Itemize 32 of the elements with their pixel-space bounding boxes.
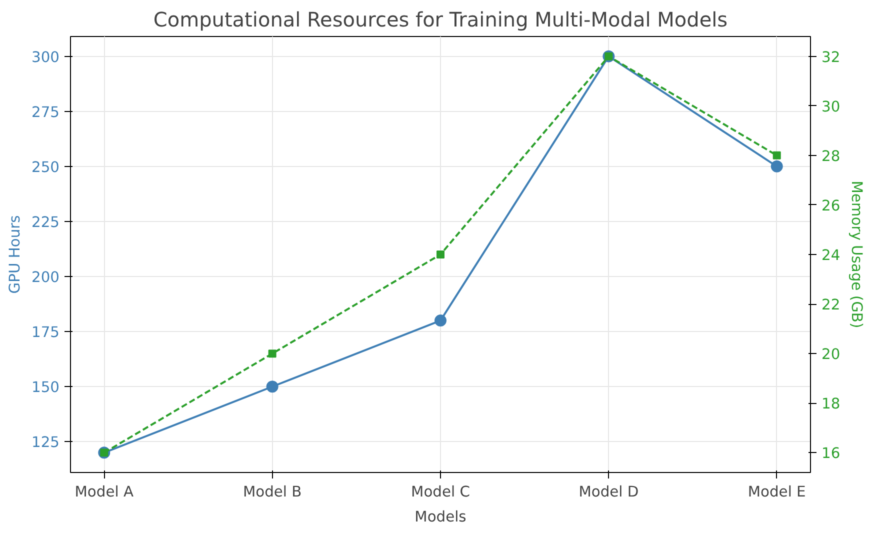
y-tick-label: 225 [32,214,60,231]
y-tick-label: 250 [32,158,60,176]
y-tick-label: 200 [32,269,60,286]
y2-tick-label: 16 [822,445,840,462]
x-axis-title: Models [414,508,466,526]
point [266,380,278,393]
x-tick-label: Model E [748,484,806,500]
x-tick-label: Model D [578,484,639,500]
point [268,350,276,358]
point [436,250,444,258]
y2-tick-label: 20 [822,346,840,364]
y2-tick-label: 18 [822,396,840,413]
x-tick-label: Model A [74,484,134,500]
y2-tick-label: 26 [822,197,840,214]
x-tick-label: Model C [411,484,470,500]
x-tick-label: Model B [242,484,302,500]
y-tick-label: 275 [32,104,60,121]
y2-tick-label: 22 [822,296,840,314]
y-tick-label: 175 [32,324,60,342]
y-tick-label: 150 [32,379,60,396]
y-tick-label: 125 [32,434,60,452]
y2-axis-title: Memory Usage (GB) [848,180,866,328]
y2-tick-label: 24 [822,247,840,264]
point [434,314,446,327]
y-tick-label: 300 [32,48,60,66]
chart-title: Computational Resources for Training Multi-Modal Models [153,8,728,32]
point [770,160,783,172]
point [772,151,781,160]
y2-tick-label: 30 [822,98,840,116]
y-axis-title: GPU Hours [6,215,24,294]
y2-tick-label: 28 [822,148,840,165]
y2-tick-label: 32 [822,48,840,66]
